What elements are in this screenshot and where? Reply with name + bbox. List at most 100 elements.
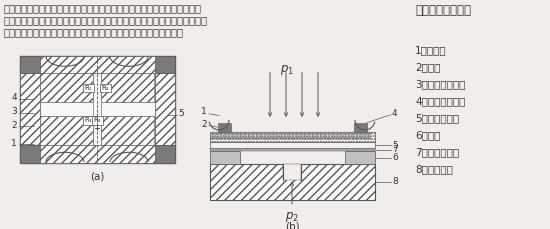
Circle shape bbox=[212, 132, 214, 135]
Circle shape bbox=[288, 137, 290, 139]
Text: 扩散硅压力传感器: 扩散硅压力传感器 bbox=[415, 4, 471, 16]
Text: 4: 4 bbox=[12, 93, 17, 102]
Text: 3: 3 bbox=[11, 107, 17, 117]
Circle shape bbox=[256, 137, 258, 139]
Circle shape bbox=[212, 137, 214, 139]
Circle shape bbox=[224, 137, 226, 139]
Bar bbox=[20, 56, 175, 163]
Circle shape bbox=[276, 137, 278, 139]
Text: 4: 4 bbox=[392, 109, 398, 118]
Circle shape bbox=[284, 132, 286, 135]
Circle shape bbox=[308, 137, 310, 139]
Circle shape bbox=[248, 137, 250, 139]
Text: 1: 1 bbox=[201, 107, 207, 117]
Text: 6／硅环: 6／硅环 bbox=[415, 130, 441, 140]
Text: 2: 2 bbox=[12, 121, 17, 130]
Text: 4／扩散型应变片: 4／扩散型应变片 bbox=[415, 96, 465, 106]
Bar bbox=[283, 164, 301, 180]
Circle shape bbox=[244, 137, 246, 139]
Circle shape bbox=[348, 132, 350, 135]
Circle shape bbox=[320, 137, 322, 139]
Circle shape bbox=[340, 137, 342, 139]
Circle shape bbox=[308, 132, 310, 135]
Circle shape bbox=[368, 132, 370, 135]
Circle shape bbox=[304, 137, 306, 139]
Circle shape bbox=[296, 132, 298, 135]
Bar bbox=[100, 84, 111, 92]
Text: R₂: R₂ bbox=[102, 85, 109, 91]
Bar bbox=[155, 74, 175, 145]
Bar bbox=[20, 145, 175, 163]
Circle shape bbox=[344, 137, 346, 139]
Circle shape bbox=[328, 137, 330, 139]
Circle shape bbox=[324, 132, 326, 135]
Circle shape bbox=[360, 137, 362, 139]
Bar bbox=[101, 74, 154, 102]
Bar bbox=[210, 151, 240, 164]
Circle shape bbox=[232, 132, 234, 135]
Bar bbox=[210, 148, 375, 151]
Text: 7: 7 bbox=[392, 145, 398, 154]
Text: $p_1$: $p_1$ bbox=[280, 63, 294, 77]
Circle shape bbox=[252, 132, 254, 135]
Circle shape bbox=[352, 137, 354, 139]
Circle shape bbox=[272, 137, 274, 139]
Circle shape bbox=[216, 137, 218, 139]
Bar bbox=[40, 117, 93, 145]
Circle shape bbox=[232, 137, 234, 139]
Circle shape bbox=[284, 137, 286, 139]
Text: R₄: R₄ bbox=[94, 117, 101, 123]
Circle shape bbox=[216, 132, 218, 135]
Circle shape bbox=[256, 132, 258, 135]
Circle shape bbox=[252, 137, 254, 139]
Text: 8／玻璃基板: 8／玻璃基板 bbox=[415, 164, 453, 174]
Text: 1: 1 bbox=[11, 139, 17, 148]
Circle shape bbox=[336, 132, 338, 135]
Circle shape bbox=[312, 132, 314, 135]
Bar bbox=[155, 145, 175, 163]
Bar bbox=[210, 132, 375, 142]
Circle shape bbox=[336, 137, 338, 139]
Circle shape bbox=[224, 132, 226, 135]
Text: 5: 5 bbox=[392, 141, 398, 150]
Circle shape bbox=[316, 137, 318, 139]
Circle shape bbox=[280, 132, 282, 135]
Circle shape bbox=[220, 137, 222, 139]
Bar bbox=[92, 117, 103, 125]
Bar bbox=[210, 142, 375, 148]
Text: $p_2$: $p_2$ bbox=[285, 210, 299, 224]
Circle shape bbox=[236, 137, 238, 139]
Bar bbox=[20, 56, 175, 74]
Bar bbox=[40, 102, 155, 117]
Circle shape bbox=[228, 137, 230, 139]
Text: +: + bbox=[94, 125, 101, 134]
Text: 施压使桥臂电阻值发生变化（压阻效应），产生一个差动电压信号。此信号经: 施压使桥臂电阻值发生变化（压阻效应），产生一个差动电压信号。此信号经 bbox=[3, 15, 207, 25]
Text: 2／电极: 2／电极 bbox=[415, 62, 441, 72]
Bar bbox=[345, 151, 375, 164]
Bar bbox=[93, 74, 101, 145]
Text: 8: 8 bbox=[392, 177, 398, 186]
Circle shape bbox=[356, 132, 358, 135]
Bar bbox=[155, 56, 175, 74]
Circle shape bbox=[240, 137, 242, 139]
Text: 5: 5 bbox=[178, 109, 184, 118]
Circle shape bbox=[352, 132, 354, 135]
Circle shape bbox=[360, 132, 362, 135]
Bar bbox=[20, 145, 40, 163]
Circle shape bbox=[248, 132, 250, 135]
Circle shape bbox=[320, 132, 322, 135]
Text: R₁: R₁ bbox=[85, 85, 92, 91]
Circle shape bbox=[280, 137, 282, 139]
Circle shape bbox=[264, 132, 266, 135]
Circle shape bbox=[348, 137, 350, 139]
Circle shape bbox=[292, 132, 294, 135]
Bar bbox=[20, 74, 40, 145]
Circle shape bbox=[260, 137, 262, 139]
Bar bbox=[40, 74, 155, 145]
Circle shape bbox=[340, 132, 342, 135]
Circle shape bbox=[292, 137, 294, 139]
Bar bbox=[210, 164, 375, 200]
Text: (a): (a) bbox=[90, 172, 104, 182]
Circle shape bbox=[332, 132, 334, 135]
Bar bbox=[101, 117, 154, 145]
